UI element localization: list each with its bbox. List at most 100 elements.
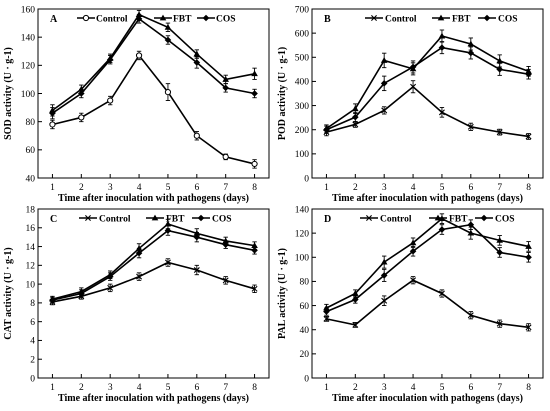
panel-a-x-tick-label: 1 bbox=[50, 183, 55, 193]
panel-a-legend-label: Control bbox=[96, 14, 128, 24]
panel-c-y-axis-title: CAT activity (U · g-1) bbox=[3, 247, 14, 339]
panel-b-series-cos bbox=[323, 41, 532, 134]
panel-a-fbt-point bbox=[135, 11, 143, 18]
panel-c-series-control bbox=[49, 258, 258, 306]
panel-d-fbt-point bbox=[525, 243, 532, 249]
panel-c-fbt-point bbox=[164, 220, 172, 227]
panel-b-y-tick-label: 200 bbox=[295, 126, 310, 136]
panel-d-cos-point bbox=[496, 249, 503, 256]
panel-d-fbt-point bbox=[496, 236, 503, 243]
panel-c-x-tick-label: 6 bbox=[194, 383, 199, 393]
panel-c-y-tick-label: 12 bbox=[26, 262, 36, 272]
panel-a-control-point bbox=[251, 160, 258, 168]
panel-a-x-tick-label: 8 bbox=[252, 183, 257, 193]
panel-a-control-point bbox=[164, 88, 172, 96]
panel-a-frame bbox=[37, 8, 270, 179]
panel-d-x-tick-label: 3 bbox=[382, 383, 387, 393]
panel-a-cos-point bbox=[251, 90, 258, 97]
panel-b-cos-point bbox=[409, 63, 417, 71]
panel-c-y-tick-label: 0 bbox=[30, 374, 35, 384]
panel-d-y-tick-label: 60 bbox=[300, 302, 310, 312]
panel-a-control-point bbox=[193, 132, 200, 139]
panel-c-control-point bbox=[251, 285, 258, 292]
panel-d-x-tick-label: 8 bbox=[526, 383, 531, 393]
panel-c-y-tick-label: 6 bbox=[30, 318, 35, 328]
panel-b-y-axis-title: POD activity (U · g-1) bbox=[277, 47, 288, 140]
panel-a-legend-marker bbox=[159, 14, 167, 21]
panel-a-y-tick-label: 80 bbox=[26, 118, 36, 128]
panel-b-fbt-point bbox=[352, 105, 359, 112]
panel-b-legend-label: FBT bbox=[452, 14, 471, 24]
panel-c-cos-point bbox=[106, 273, 114, 280]
panel-d-control-point bbox=[496, 320, 503, 327]
panel-c-cos-point bbox=[135, 249, 143, 257]
panel-d-letter: D bbox=[324, 214, 331, 225]
panel-c-x-tick-label: 8 bbox=[252, 383, 257, 393]
panel-d-y-tick-label: 120 bbox=[295, 229, 310, 239]
panel-d-fbt-point bbox=[409, 239, 417, 246]
panel-b-cos-point bbox=[525, 70, 532, 78]
panel-d-x-tick-label: 6 bbox=[468, 383, 473, 393]
panel-d-fbt-line bbox=[326, 217, 529, 309]
panel-a-control-point bbox=[135, 52, 143, 59]
panel-d-control-line bbox=[326, 279, 529, 329]
panel-c-x-tick-label: 5 bbox=[166, 383, 171, 393]
panel-a-fbt-point bbox=[222, 76, 229, 82]
panel-a-fbt-point bbox=[251, 70, 258, 77]
panel-b-control-point bbox=[467, 123, 474, 130]
panel-b-x-tick-label: 4 bbox=[411, 183, 416, 193]
panel-c-cos-line bbox=[52, 229, 255, 301]
panel-d-series-control bbox=[323, 276, 532, 332]
panel-c-legend-label: Control bbox=[99, 214, 131, 224]
panel-d-cos-line bbox=[326, 223, 529, 313]
panel-d-x-tick-label: 5 bbox=[440, 383, 445, 393]
panel-b-x-tick-label: 6 bbox=[468, 183, 473, 193]
panel-a-letter: A bbox=[50, 14, 58, 25]
panel-d-control-point bbox=[525, 324, 532, 331]
panel-c-legend-marker bbox=[85, 215, 91, 221]
panel-c-cos-point bbox=[49, 296, 56, 304]
panel-b-y-tick-label: 300 bbox=[295, 102, 310, 112]
panel-c-cos-point bbox=[193, 233, 201, 241]
panel-c-y-tick-label: 10 bbox=[26, 280, 36, 290]
panel-d-fbt-point bbox=[380, 258, 388, 265]
panel-b-y-tick-label: 0 bbox=[304, 174, 309, 184]
panel-d-cos-point bbox=[438, 226, 446, 233]
panel-d-series-cos bbox=[323, 219, 532, 316]
panel-c-control-point bbox=[107, 284, 114, 291]
panel-a-legend-label: FBT bbox=[173, 14, 192, 24]
panel-b-y-tick-label: 400 bbox=[295, 78, 310, 88]
panel-b-legend-marker bbox=[437, 14, 445, 21]
panel-c-control-line bbox=[52, 261, 255, 303]
panel-a-x-tick-label: 2 bbox=[79, 183, 84, 193]
panel-b-fbt-point bbox=[467, 40, 475, 47]
panel-c-control-point bbox=[193, 267, 200, 274]
panel-a-x-axis-title: Time after inoculation with pathogens (d… bbox=[58, 193, 249, 204]
panel-d-control-point bbox=[410, 277, 417, 284]
panel-d-y-tick-label: 100 bbox=[295, 254, 310, 264]
panel-c-y-tick-label: 2 bbox=[30, 356, 35, 366]
panel-c-fbt-point bbox=[135, 245, 143, 251]
panel-b-cos-point bbox=[496, 66, 503, 73]
panel-c-y-tick-label: 8 bbox=[30, 299, 35, 309]
panel-a-y-tick-label: 60 bbox=[26, 146, 36, 156]
panel-c-y-tick-label: 4 bbox=[30, 337, 35, 347]
panel-a-y-axis-title: SOD activity (U · g-1) bbox=[3, 47, 14, 140]
panel-a-cos-point bbox=[49, 109, 56, 117]
panel-d-cos-point bbox=[525, 253, 532, 261]
panel-b-x-tick-label: 3 bbox=[382, 183, 387, 193]
panel-d-x-tick-label: 4 bbox=[411, 383, 416, 393]
panel-b-control-point bbox=[496, 129, 503, 136]
panel-a-cos-line bbox=[51, 17, 255, 114]
panel-d-control-point bbox=[381, 297, 388, 304]
panel-d-control-point bbox=[323, 315, 330, 322]
panel-b-control-point bbox=[410, 83, 417, 90]
panel-d-x-tick-label: 1 bbox=[324, 383, 329, 393]
panel-d-legend-label: COS bbox=[495, 214, 515, 224]
panel-d-legend: Control FBT COS bbox=[360, 214, 515, 224]
panel-b-fbt-point bbox=[438, 32, 446, 39]
panel-a-x-tick-label: 4 bbox=[137, 183, 142, 193]
panel-a-y-tick-label: 160 bbox=[21, 5, 36, 15]
